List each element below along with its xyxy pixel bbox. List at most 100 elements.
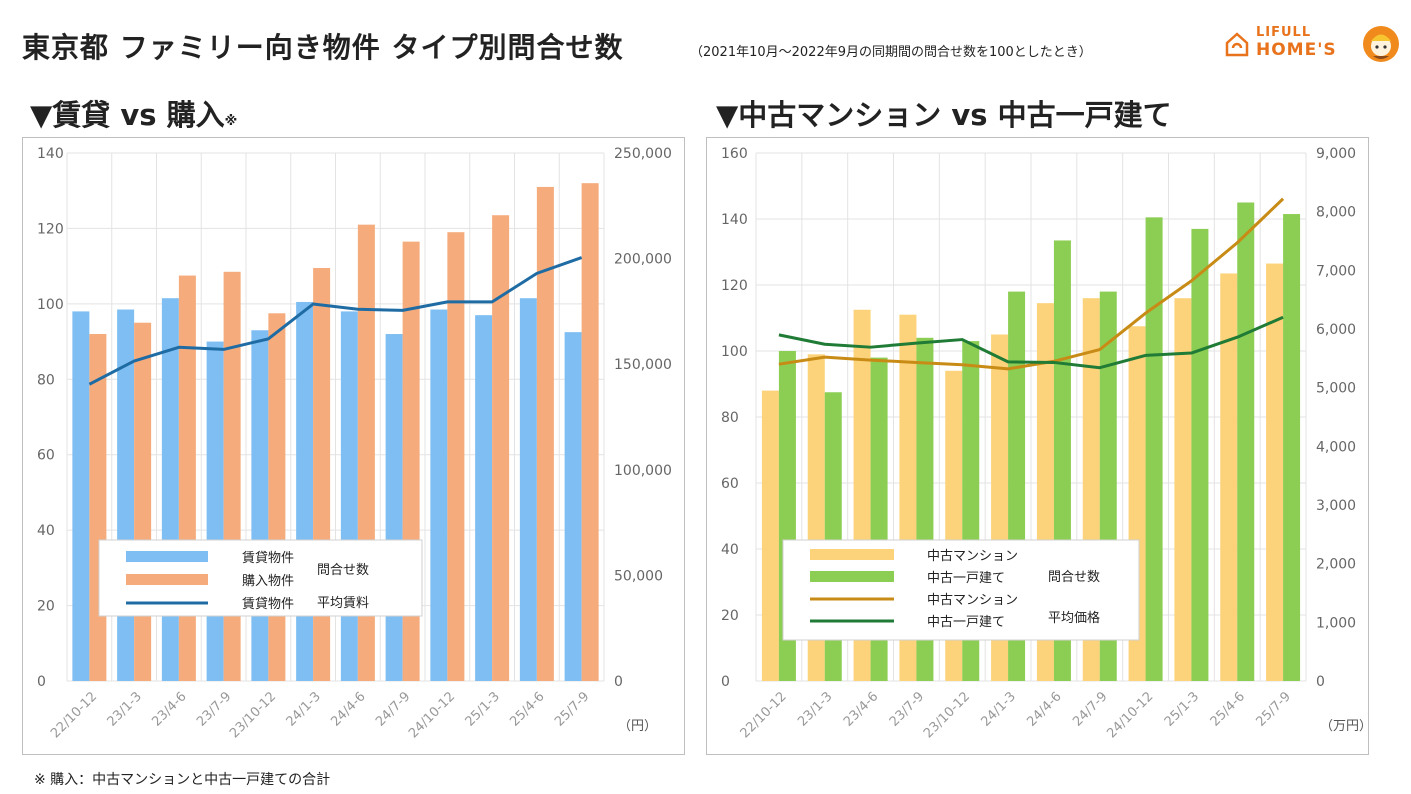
y2-unit-label: （円） <box>618 719 657 734</box>
legend-swatch <box>126 574 208 585</box>
x-tick-label: 23/4-6 <box>149 689 189 729</box>
y2-tick-label: 50,000 <box>614 568 663 584</box>
y-tick-label: 160 <box>721 146 748 162</box>
bar-b <box>1145 217 1163 681</box>
bar-a <box>72 311 90 681</box>
x-tick-label: 25/1-3 <box>463 689 503 729</box>
legend-label: 中古マンション <box>927 549 1018 564</box>
bar-a <box>1174 298 1192 681</box>
y2-tick-label: 5,000 <box>1316 381 1356 397</box>
y2-tick-label: 150,000 <box>614 357 672 373</box>
y-tick-label: 0 <box>37 674 46 690</box>
legend-label: 賃貸物件 <box>242 596 294 612</box>
bar-a <box>519 298 537 681</box>
series-line <box>778 197 1285 371</box>
left-section-title: ▼賃貸 vs 購入※ <box>30 92 237 134</box>
y-tick-label: 40 <box>721 542 739 558</box>
y2-tick-label: 3,000 <box>1316 498 1356 514</box>
bar-a <box>1220 273 1238 681</box>
bar-b <box>581 183 599 681</box>
right-section-title: ▼中古マンション vs 中古一戸建て <box>716 98 1172 132</box>
y-tick-label: 120 <box>721 278 748 294</box>
x-tick-label: 23/1-3 <box>105 689 145 729</box>
x-tick-label: 23/7-9 <box>887 689 927 729</box>
y2-tick-label: 1,000 <box>1316 615 1356 631</box>
bar-b <box>492 215 510 681</box>
bar-a <box>475 315 493 681</box>
y-tick-label: 120 <box>37 221 64 237</box>
bar-b <box>536 186 554 681</box>
bar-b <box>178 275 196 681</box>
bar-b <box>447 232 465 681</box>
bar-b <box>1283 214 1301 682</box>
x-tick-label: 22/10-12 <box>48 689 100 741</box>
y2-tick-label: 250,000 <box>614 146 672 162</box>
x-tick-label: 25/1-3 <box>1162 689 1202 729</box>
x-tick-label: 24/10-12 <box>406 689 458 741</box>
series-line <box>778 315 1284 370</box>
y-tick-label: 100 <box>37 297 64 313</box>
bar-a <box>761 390 779 681</box>
legend-label: 中古一戸建て <box>927 615 1005 630</box>
legend-group-label: 平均賃料 <box>317 596 369 611</box>
y2-tick-label: 2,000 <box>1316 557 1356 573</box>
mansion-vs-house-chart: 0 20 40 60 80 100 120 140 160 0 1,000 2,000 3,000 4,0… <box>721 146 1368 741</box>
legend-group-label: 問合せ数 <box>1048 570 1100 585</box>
y-tick-label: 20 <box>721 608 739 624</box>
x-tick-label: 22/10-12 <box>738 689 790 741</box>
logo-text-top: LIFULL <box>1256 25 1312 40</box>
bar-b <box>1237 202 1255 681</box>
left-section-title-text: ▼賃貸 vs 購入 <box>30 98 225 132</box>
bar-a <box>206 341 224 681</box>
x-tick-label: 23/4-6 <box>841 689 881 729</box>
y2-tick-label: 9,000 <box>1316 146 1356 162</box>
bar-a <box>564 332 582 681</box>
y2-tick-label: 7,000 <box>1316 263 1356 279</box>
legend-swatch <box>126 551 208 562</box>
y2-tick-label: 8,000 <box>1316 205 1356 221</box>
y2-unit-label: （万円） <box>1320 719 1368 734</box>
bar-b <box>1191 228 1209 681</box>
y-tick-label: 20 <box>37 599 55 615</box>
x-tick-label: 25/4-6 <box>507 689 547 729</box>
left-section-title-mark: ※ <box>224 114 238 129</box>
x-tick-label: 24/7-9 <box>373 689 413 729</box>
y-tick-label: 140 <box>37 146 64 162</box>
footnote: ※ 購入：中古マンションと中古一戸建ての合計 <box>34 772 331 788</box>
y-tick-label: 100 <box>721 344 748 360</box>
x-tick-label: 24/1-3 <box>978 689 1018 729</box>
y2-tick-label: 0 <box>614 674 623 690</box>
y2-tick-label: 6,000 <box>1316 322 1356 338</box>
x-tick-label: 25/4-6 <box>1208 689 1248 729</box>
legend-label: 賃貸物件 <box>242 550 294 566</box>
x-tick-label: 23/10-12 <box>921 689 973 741</box>
y-tick-label: 80 <box>721 410 739 426</box>
legend-label: 中古一戸建て <box>927 571 1005 586</box>
bar-a <box>251 330 269 681</box>
bar-a <box>161 298 179 681</box>
legend-swatch <box>810 549 894 560</box>
page-subtitle: （2021年10月～2022年9月の同期間の問合せ数を100としたとき） <box>690 45 1092 60</box>
legend-group-label: 問合せ数 <box>317 563 369 578</box>
bar-b <box>89 334 107 681</box>
x-tick-label: 23/7-9 <box>194 689 234 729</box>
legend-label: 購入物件 <box>242 574 294 589</box>
y2-tick-label: 4,000 <box>1316 439 1356 455</box>
page-title: 東京都 ファミリー向き物件 タイプ別問合せ数 <box>22 31 624 64</box>
x-tick-label: 23/1-3 <box>795 689 835 729</box>
y2-tick-label: 100,000 <box>614 463 672 479</box>
mascot-avatar-icon <box>1363 26 1399 62</box>
bar-b <box>268 313 286 681</box>
x-tick-label: 25/7-9 <box>552 689 592 729</box>
bar-b <box>313 268 331 681</box>
y-tick-label: 140 <box>721 212 748 228</box>
x-tick-label: 24/10-12 <box>1104 689 1156 741</box>
x-tick-label: 24/4-6 <box>328 689 368 729</box>
bar-a <box>296 301 314 681</box>
bar-a <box>1266 263 1284 681</box>
series-line <box>88 256 583 386</box>
y-tick-label: 40 <box>37 523 55 539</box>
bar-a <box>430 309 448 681</box>
x-tick-label: 24/7-9 <box>1070 689 1110 729</box>
logo-text-bottom: HOME'S <box>1256 40 1337 60</box>
